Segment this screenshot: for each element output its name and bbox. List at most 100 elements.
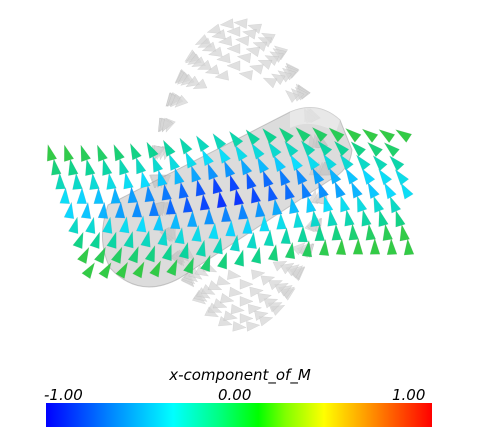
cone-glyph [152, 155, 164, 173]
cone-glyph [250, 185, 262, 204]
cone-glyph [93, 186, 105, 205]
cone-glyph [386, 237, 398, 255]
cone-glyph [161, 243, 172, 262]
cone-glyph [81, 261, 96, 280]
cone-glyph [63, 201, 75, 220]
cone-glyph [148, 199, 160, 217]
cone-glyph [261, 127, 278, 145]
cone-glyph [274, 282, 289, 294]
cone-glyph [234, 144, 248, 162]
cone-glyph [350, 141, 367, 157]
colorbar-gradient [46, 403, 432, 427]
cone-glyph [59, 186, 71, 205]
cone-glyph [366, 141, 384, 158]
cone-glyph [199, 193, 211, 211]
cone-glyph [219, 18, 234, 29]
colorbar-min-label: -1.00 [44, 386, 83, 404]
cone-glyph [135, 214, 147, 233]
cone-glyph [258, 316, 274, 327]
cone-glyph [254, 310, 269, 322]
cone-glyph [195, 135, 210, 153]
cone-glyph [84, 216, 96, 235]
cone-glyph [80, 201, 92, 220]
cone-glyph [248, 64, 264, 75]
cone-glyph [182, 195, 194, 213]
cone-glyph [55, 172, 66, 190]
cone-glyph [93, 246, 106, 265]
cone-glyph [365, 223, 377, 241]
cone-glyph [263, 298, 279, 309]
cone-glyph [339, 153, 354, 171]
cone-glyph [218, 146, 232, 164]
cone-glyph [178, 241, 189, 260]
cone-glyph [199, 254, 211, 273]
cone-glyph [350, 181, 363, 199]
cone-glyph [361, 208, 372, 227]
cone-glyph [206, 23, 222, 34]
cone-glyph [236, 52, 252, 64]
cone-glyph [328, 167, 342, 185]
cone-glyph [289, 153, 304, 172]
cone-glyph [110, 246, 123, 264]
cone-glyph [123, 171, 134, 190]
cone-glyph [257, 293, 273, 304]
cone-glyph [262, 77, 278, 89]
cone-glyph [144, 244, 156, 263]
cone-glyph [191, 164, 202, 183]
cone-glyph [333, 140, 350, 157]
cone-glyph [115, 261, 129, 279]
cone-glyph [201, 41, 217, 52]
colored-cone-field [46, 126, 415, 280]
cone-glyph [204, 64, 220, 75]
cone-glyph [178, 181, 190, 199]
cone-glyph [293, 210, 304, 229]
surface-highlight [290, 107, 340, 132]
cone-glyph [217, 35, 233, 47]
cone-glyph [295, 167, 308, 186]
cone-glyph [249, 286, 264, 298]
cone-glyph [297, 225, 309, 243]
cone-glyph [284, 140, 299, 158]
cone-glyph [246, 231, 258, 249]
cone-glyph [212, 132, 227, 150]
cone-glyph [144, 184, 156, 203]
cone-glyph [267, 302, 283, 313]
cone-glyph [267, 243, 279, 262]
cone-glyph [284, 241, 296, 260]
cone-glyph [68, 216, 79, 235]
cone-glyph [157, 168, 168, 187]
cone-glyph [311, 126, 328, 143]
cone-glyph [220, 204, 232, 223]
cone-glyph [127, 185, 139, 204]
cone-glyph [89, 172, 100, 191]
cone-glyph [318, 238, 330, 256]
cone-glyph [226, 26, 241, 37]
cone-glyph [317, 180, 330, 199]
cone-glyph [284, 182, 296, 201]
cone-glyph [331, 223, 343, 241]
cone-glyph [132, 260, 145, 279]
cone-glyph [344, 127, 362, 143]
colorbar-max-label: 1.00 [392, 386, 426, 404]
cone-glyph [389, 195, 402, 214]
cone-glyph [310, 209, 321, 228]
cone-glyph [191, 56, 206, 68]
cone-glyph [179, 137, 193, 155]
cone-glyph [238, 70, 254, 81]
cone-glyph [216, 251, 228, 270]
cone-glyph [216, 190, 228, 209]
cone-glyph [273, 154, 287, 173]
cone-glyph [251, 142, 265, 160]
cone-glyph [234, 35, 250, 47]
cone-glyph [239, 278, 254, 290]
cone-glyph [247, 303, 263, 315]
cone-glyph [119, 157, 130, 176]
cone-glyph [192, 78, 208, 90]
cone-glyph [96, 144, 109, 163]
cone-glyph [212, 176, 223, 195]
cone-glyph [233, 248, 245, 267]
cone-glyph [118, 215, 130, 234]
cone-glyph [268, 280, 284, 291]
cone-glyph [295, 126, 311, 143]
